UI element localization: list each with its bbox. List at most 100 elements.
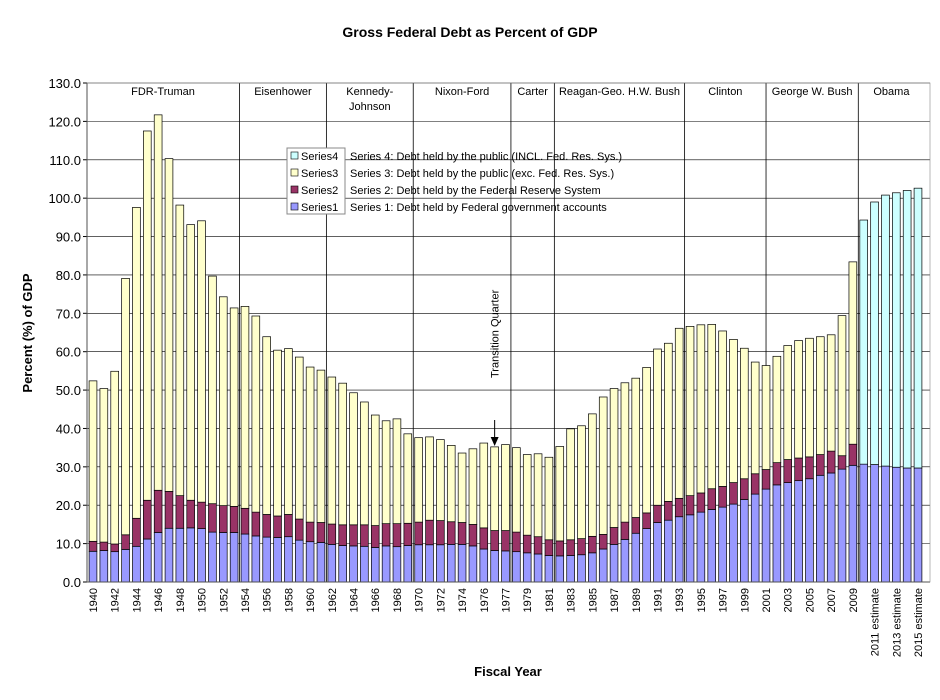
bar-segment bbox=[913, 467, 923, 583]
y-tick-label: 40.0 bbox=[56, 421, 81, 436]
x-tick-label: 1977 bbox=[501, 588, 513, 612]
era-label: Kennedy- bbox=[346, 86, 393, 98]
y-tick-label: 0.0 bbox=[63, 575, 81, 590]
bar-segment bbox=[512, 531, 521, 553]
bar-segment bbox=[859, 463, 868, 583]
x-tick-label: 1985 bbox=[587, 588, 599, 612]
bar-segment bbox=[88, 540, 98, 552]
y-tick-label: 90.0 bbox=[56, 230, 81, 245]
bar-segment bbox=[370, 547, 380, 583]
y-tick-label: 30.0 bbox=[56, 460, 81, 475]
bar-segment bbox=[588, 413, 597, 537]
bar-segment bbox=[848, 261, 858, 445]
bar-segment bbox=[208, 531, 217, 583]
bar-segment bbox=[229, 506, 239, 533]
x-tick-label: 1979 bbox=[522, 588, 534, 612]
x-tick-label: 1960 bbox=[305, 588, 317, 612]
plot-border bbox=[86, 82, 931, 583]
x-tick-label: 1942 bbox=[110, 588, 122, 612]
bar-segment bbox=[696, 324, 706, 494]
bar-segment bbox=[457, 452, 467, 523]
x-tick-label: 2003 bbox=[783, 588, 795, 612]
bar-segment bbox=[186, 499, 195, 529]
legend-swatch bbox=[290, 185, 299, 194]
legend-note: Series 1: Debt held by Federal governmen… bbox=[350, 202, 607, 214]
bar-segment bbox=[284, 348, 293, 515]
bar-segment bbox=[251, 315, 261, 513]
bar-segment bbox=[425, 519, 434, 546]
bar-segment bbox=[740, 478, 749, 500]
bar-segment bbox=[761, 365, 771, 470]
x-tick-label: 1972 bbox=[435, 588, 447, 612]
bar-segment bbox=[164, 491, 174, 529]
bar-segment bbox=[479, 548, 489, 583]
bar-segment bbox=[729, 503, 738, 583]
bar-segment bbox=[360, 401, 369, 526]
bar-segment bbox=[262, 514, 271, 538]
x-tick-label: 2015 estimate bbox=[913, 588, 925, 657]
annotation: Transition Quarter bbox=[490, 289, 502, 378]
bar-segment bbox=[132, 545, 141, 583]
bar-segment bbox=[685, 514, 695, 583]
bar-segment bbox=[848, 464, 858, 583]
x-tick-label: 1993 bbox=[674, 588, 686, 612]
bar-segment bbox=[577, 538, 586, 556]
bar-segment bbox=[501, 444, 510, 531]
x-tick-label: 1981 bbox=[544, 588, 556, 612]
bar-segment bbox=[392, 546, 402, 583]
bar-segment bbox=[153, 114, 163, 491]
legend-swatch bbox=[290, 202, 299, 211]
era-label: Nixon-Ford bbox=[435, 86, 489, 98]
bar-segment bbox=[620, 382, 630, 523]
bar-segment bbox=[446, 445, 456, 523]
bar-segment bbox=[805, 337, 814, 458]
bar-segment bbox=[132, 207, 141, 519]
bar-segment bbox=[99, 541, 109, 551]
x-tick-label: 1948 bbox=[175, 588, 187, 612]
bar-segment bbox=[707, 509, 717, 583]
bar-segment bbox=[403, 522, 413, 546]
bar-segment bbox=[577, 554, 586, 583]
era-label: FDR-Truman bbox=[131, 86, 195, 98]
era-label: Carter bbox=[517, 86, 548, 98]
bar-segment bbox=[425, 544, 434, 583]
x-tick-label: 1970 bbox=[414, 588, 426, 612]
bar-segment bbox=[707, 488, 717, 510]
bar-segment bbox=[360, 524, 369, 547]
bar-segment bbox=[750, 473, 760, 495]
bar-segment bbox=[88, 550, 98, 583]
y-tick-label: 10.0 bbox=[56, 537, 81, 552]
bar-segment bbox=[370, 414, 380, 526]
bar-segment bbox=[555, 446, 565, 542]
bar-segment bbox=[522, 552, 532, 583]
bar-segment bbox=[425, 436, 434, 521]
bar-segment bbox=[446, 521, 456, 545]
bar-segment bbox=[110, 551, 119, 583]
bar-segment bbox=[381, 545, 391, 583]
bar-segment bbox=[761, 469, 771, 490]
y-tick-label: 60.0 bbox=[56, 345, 81, 360]
legend-label: Series2 bbox=[301, 185, 338, 197]
bar-segment bbox=[685, 326, 695, 496]
x-tick-label: 1968 bbox=[392, 588, 404, 612]
bar-segment bbox=[522, 454, 532, 536]
bar-segment bbox=[848, 443, 858, 466]
bar-segment bbox=[446, 544, 456, 583]
x-tick-label: 1991 bbox=[652, 588, 664, 612]
bar-segment bbox=[664, 519, 673, 583]
bar-segment bbox=[490, 530, 499, 551]
bar-segment bbox=[696, 492, 706, 513]
bar-segment bbox=[620, 539, 630, 583]
legend-swatch bbox=[290, 151, 299, 160]
bar-segment bbox=[653, 504, 662, 523]
bar-segment bbox=[555, 555, 565, 583]
bar-segment bbox=[881, 465, 890, 583]
bar-segment bbox=[653, 522, 662, 583]
bar-segment bbox=[566, 555, 575, 583]
bar-segment bbox=[805, 478, 814, 583]
legend-label: Series3 bbox=[301, 168, 338, 180]
bar-segment bbox=[772, 355, 782, 463]
era-label: George W. Bush bbox=[772, 86, 853, 98]
x-tick-label: 2013 estimate bbox=[891, 588, 903, 657]
bar-segment bbox=[457, 544, 467, 583]
